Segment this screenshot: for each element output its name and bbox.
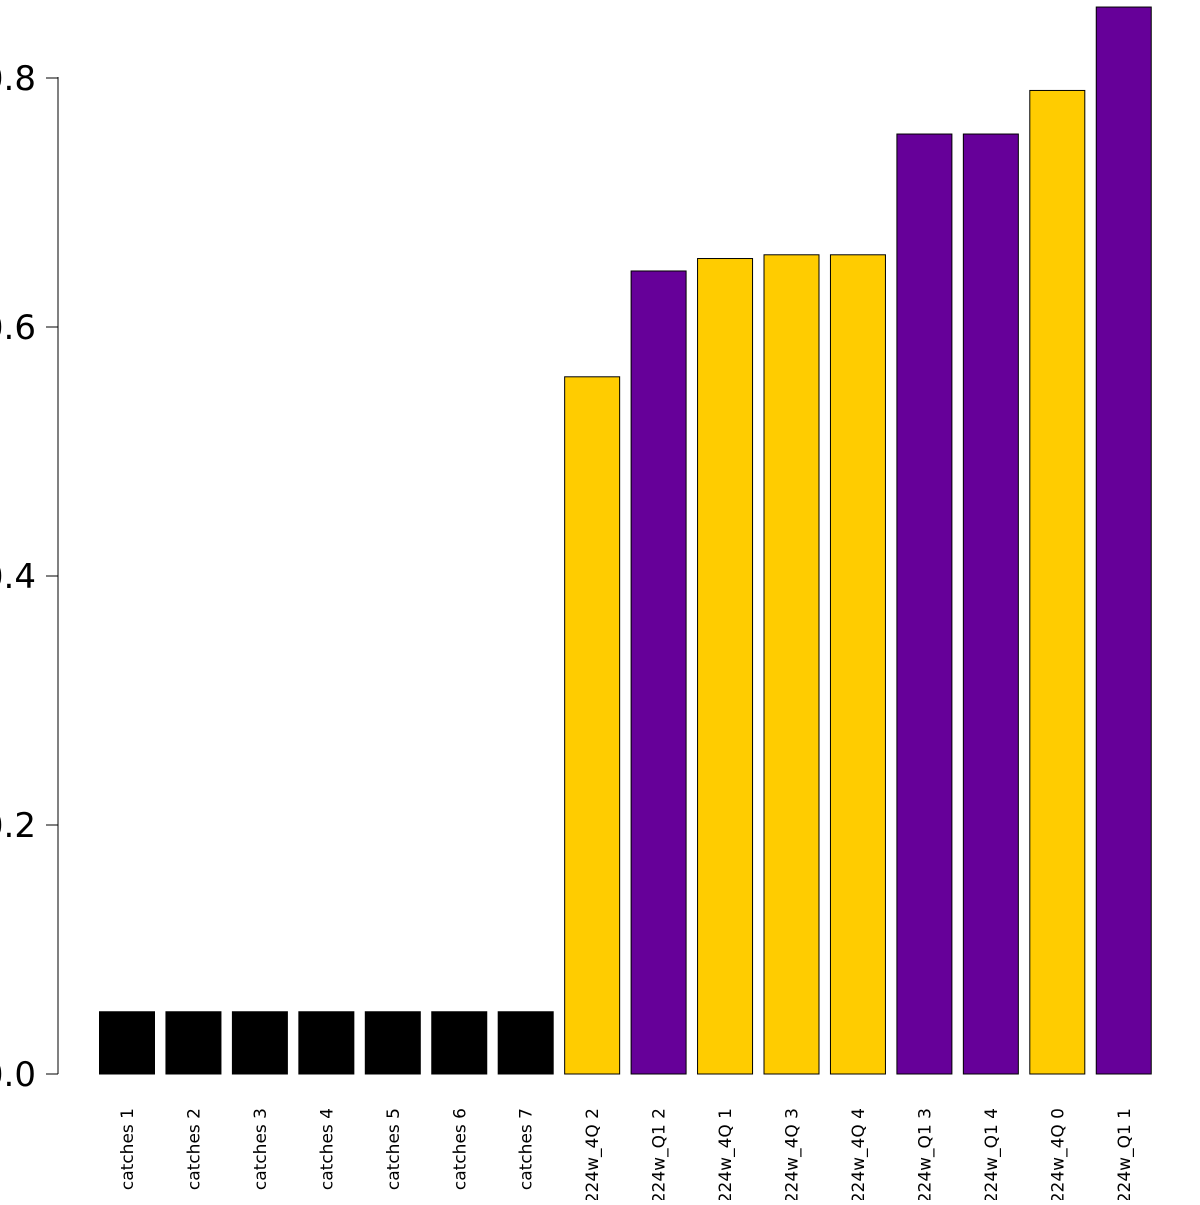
y-tick-label: 0.2 — [0, 806, 36, 846]
x-tick-label: 224w_Q1 1 — [1115, 1108, 1135, 1200]
bar — [497, 1011, 554, 1075]
bar — [364, 1011, 421, 1075]
y-tick-label: 0.8 — [0, 59, 36, 99]
x-tick-label: 224w_4Q 4 — [849, 1108, 869, 1200]
x-tick-label: catches 5 — [384, 1108, 404, 1190]
bar — [99, 1011, 155, 1075]
bar — [564, 376, 621, 1075]
y-axis-ticks: 0.0 0.2 0.4 0.6 0.8 — [0, 59, 58, 1095]
bar — [962, 133, 1019, 1075]
y-tick-label: 0.4 — [0, 557, 36, 597]
x-tick-label: catches 7 — [517, 1108, 537, 1190]
x-tick-label: 224w_4Q 3 — [783, 1108, 803, 1200]
x-tick-label: 224w_4Q 0 — [1048, 1108, 1068, 1200]
x-tick-label: catches 6 — [450, 1108, 470, 1190]
bar — [298, 1011, 355, 1075]
x-tick-label: 224w_Q1 3 — [915, 1108, 935, 1200]
bar — [431, 1011, 488, 1075]
bars-group — [99, 6, 1152, 1075]
x-tick-label: catches 2 — [184, 1108, 204, 1190]
x-tick-label: catches 1 — [118, 1108, 138, 1190]
y-tick-label: 0.6 — [0, 308, 36, 348]
bar — [630, 270, 687, 1075]
x-axis-labels: catches 1 catches 2 catches 3 catches 4 catc… — [118, 1108, 1135, 1203]
x-tick-label: 224w_4Q 2 — [583, 1108, 603, 1200]
bar — [1095, 6, 1152, 1075]
x-tick-label: catches 4 — [317, 1108, 337, 1190]
bar — [1029, 89, 1086, 1075]
x-tick-label: 224w_Q1 2 — [650, 1108, 670, 1200]
y-tick-label: 0.0 — [0, 1055, 36, 1095]
bar — [697, 258, 754, 1075]
bar — [763, 254, 820, 1075]
bar — [165, 1011, 222, 1075]
bar — [829, 254, 886, 1075]
bar — [231, 1011, 288, 1075]
x-tick-label: catches 3 — [251, 1108, 271, 1190]
x-tick-label: 224w_4Q 1 — [716, 1108, 736, 1200]
bar — [896, 133, 953, 1075]
x-tick-label: 224w_Q1 4 — [982, 1108, 1002, 1200]
